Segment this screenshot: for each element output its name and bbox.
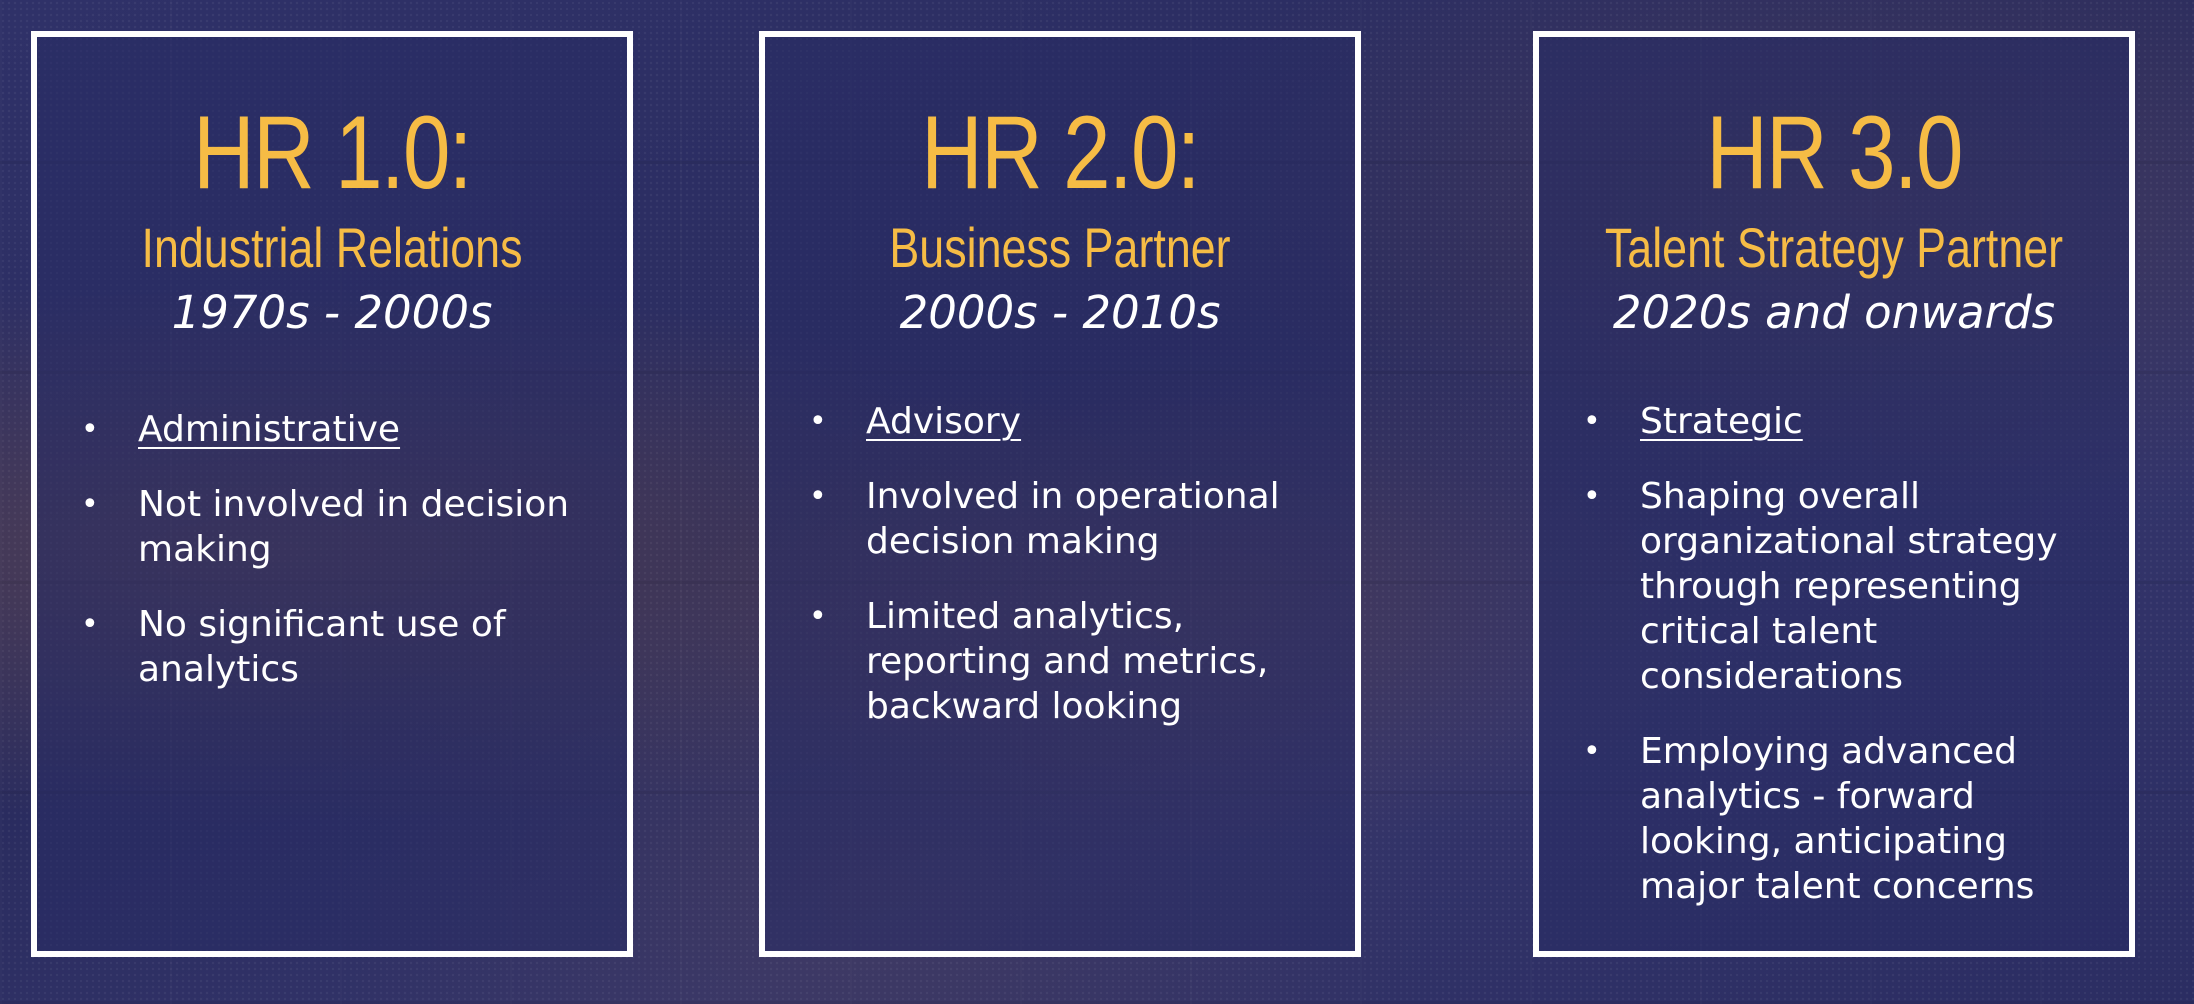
bullet-icon: • — [81, 607, 99, 642]
list-item: • Advisory — [809, 399, 1335, 444]
bullet-icon: • — [1583, 734, 1601, 769]
list-item-text: Shaping overall organizational strategy … — [1640, 476, 2058, 697]
bullet-icon: • — [1583, 404, 1601, 439]
bullet-list: • Administrative • Not involved in decis… — [81, 407, 607, 722]
list-item-text: Strategic — [1640, 401, 1803, 442]
panel-subtitle: Business Partner — [889, 216, 1231, 279]
panel-hr-2: HR 2.0: Business Partner 2000s - 2010s •… — [759, 31, 1361, 957]
panel-subtitle: Talent Strategy Partner — [1604, 216, 2064, 279]
panel-era: 2020s and onwards — [1612, 286, 2056, 339]
list-item-text: Not involved in decision making — [138, 484, 570, 570]
panel-title: HR 2.0: — [921, 95, 1200, 211]
panel-title: HR 3.0 — [1706, 95, 1963, 211]
list-item-text: Administrative — [138, 409, 401, 450]
bullet-list: • Advisory • Involved in operational dec… — [809, 399, 1335, 759]
bullet-icon: • — [81, 487, 99, 522]
panel-header: HR 2.0: Business Partner 2000s - 2010s — [765, 101, 1355, 345]
list-item-text: Involved in operational decision making — [866, 476, 1280, 562]
bullet-icon: • — [1583, 479, 1601, 514]
panel-era: 1970s - 2000s — [171, 286, 493, 339]
list-item: • Strategic — [1583, 399, 2109, 444]
list-item: • Employing advanced analytics - forward… — [1583, 729, 2109, 909]
panel-subtitle: Industrial Relations — [141, 216, 523, 279]
list-item: • Administrative — [81, 407, 607, 452]
list-item: • Not involved in decision making — [81, 482, 607, 572]
bullet-icon: • — [809, 404, 827, 439]
list-item: • Involved in operational decision makin… — [809, 474, 1335, 564]
list-item-text: Advisory — [866, 401, 1022, 442]
bullet-icon: • — [809, 599, 827, 634]
list-item-text: No significant use of analytics — [138, 604, 506, 690]
list-item-text: Limited analytics, reporting and metrics… — [866, 596, 1269, 727]
list-item-text: Employing advanced analytics - forward l… — [1640, 731, 2035, 907]
panel-title: HR 1.0: — [193, 95, 472, 211]
list-item: • No significant use of analytics — [81, 602, 607, 692]
bullet-icon: • — [81, 412, 99, 447]
bullet-icon: • — [809, 479, 827, 514]
bullet-list: • Strategic • Shaping overall organizati… — [1583, 399, 2109, 939]
panel-header: HR 1.0: Industrial Relations 1970s - 200… — [37, 101, 627, 345]
panel-header: HR 3.0 Talent Strategy Partner 2020s and… — [1539, 101, 2129, 345]
panel-era: 2000s - 2010s — [899, 286, 1221, 339]
list-item: • Limited analytics, reporting and metri… — [809, 594, 1335, 729]
panel-hr-1: HR 1.0: Industrial Relations 1970s - 200… — [31, 31, 633, 957]
panel-hr-3: HR 3.0 Talent Strategy Partner 2020s and… — [1533, 31, 2135, 957]
list-item: • Shaping overall organizational strateg… — [1583, 474, 2109, 699]
